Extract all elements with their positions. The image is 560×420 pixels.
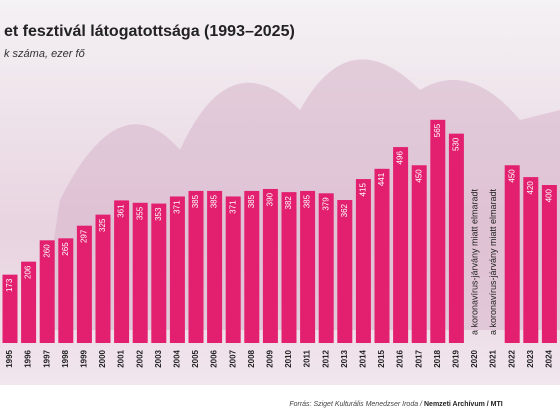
x-tick-label: 1998 bbox=[61, 349, 70, 367]
bar bbox=[188, 190, 204, 343]
bar bbox=[169, 196, 185, 343]
bar bbox=[151, 203, 167, 343]
bar bbox=[132, 202, 148, 343]
x-tick-label: 2005 bbox=[191, 349, 200, 367]
bar bbox=[262, 188, 278, 343]
x-tick-label: 2007 bbox=[228, 349, 237, 367]
value-label: 173 bbox=[5, 278, 14, 292]
x-tick-label: 1999 bbox=[80, 349, 89, 367]
credit: Nemzeti Archívum / MTI bbox=[424, 401, 503, 408]
bar bbox=[2, 274, 18, 343]
value-label: 450 bbox=[507, 169, 516, 183]
value-label: 206 bbox=[24, 265, 33, 279]
bar bbox=[95, 214, 111, 343]
value-label: 297 bbox=[80, 229, 89, 243]
x-tick-label: 2011 bbox=[303, 349, 312, 367]
x-tick-label: 2003 bbox=[154, 349, 163, 367]
bar bbox=[225, 196, 241, 343]
x-tick-label: 2024 bbox=[545, 349, 554, 367]
x-tick-label: 2019 bbox=[452, 349, 461, 367]
x-tick-label: 2000 bbox=[98, 349, 107, 367]
x-tick-label: 2014 bbox=[359, 349, 368, 367]
x-tick-label: 2001 bbox=[117, 349, 126, 367]
value-label: 496 bbox=[396, 151, 405, 165]
bar bbox=[21, 261, 37, 343]
annotation: a koronavírus-járvány miatt elmaradt bbox=[469, 188, 479, 335]
source: Forrás: Sziget Kulturális Menedzser Irod… bbox=[289, 401, 423, 408]
value-label: 385 bbox=[247, 194, 256, 208]
value-label: 565 bbox=[433, 123, 442, 137]
value-label: 353 bbox=[154, 207, 163, 221]
x-tick-label: 2016 bbox=[396, 349, 405, 367]
value-label: 371 bbox=[228, 200, 237, 214]
x-tick-label: 2006 bbox=[210, 349, 219, 367]
value-label: 325 bbox=[98, 218, 107, 232]
bar bbox=[39, 240, 55, 343]
value-label: 450 bbox=[414, 169, 423, 183]
annotation: a koronavírus-járvány miatt elmaradt bbox=[488, 188, 498, 335]
value-label: 385 bbox=[191, 194, 200, 208]
bar bbox=[300, 190, 316, 343]
x-tick-label: 1996 bbox=[24, 349, 33, 367]
x-tick-label: 2020 bbox=[470, 349, 479, 367]
x-tick-label: 1997 bbox=[42, 349, 51, 367]
x-tick-label: 2012 bbox=[321, 349, 330, 367]
x-tick-label: 2015 bbox=[377, 349, 386, 367]
x-tick-label: 2004 bbox=[173, 349, 182, 367]
value-label: 400 bbox=[545, 188, 554, 202]
x-tick-label: 2021 bbox=[489, 349, 498, 367]
bar bbox=[207, 190, 223, 343]
value-label: 361 bbox=[117, 204, 126, 218]
chart-subtitle: k száma, ezer fő bbox=[4, 48, 86, 60]
footer-band bbox=[0, 385, 560, 420]
bar bbox=[244, 190, 260, 343]
bar bbox=[430, 119, 446, 343]
value-label: 382 bbox=[284, 196, 293, 210]
x-tick-label: 2018 bbox=[433, 349, 442, 367]
bar bbox=[541, 185, 557, 343]
bar bbox=[355, 179, 371, 343]
value-label: 390 bbox=[266, 192, 275, 206]
x-tick-label: 2010 bbox=[284, 349, 293, 367]
x-tick-label: 2009 bbox=[266, 349, 275, 367]
value-label: 265 bbox=[61, 242, 70, 256]
bar bbox=[448, 133, 464, 343]
value-label: 385 bbox=[303, 194, 312, 208]
bar bbox=[281, 192, 297, 343]
value-label: 441 bbox=[377, 172, 386, 186]
bar bbox=[504, 165, 520, 343]
x-tick-label: 2017 bbox=[414, 349, 423, 367]
bar bbox=[318, 193, 334, 343]
bar bbox=[58, 238, 74, 343]
value-label: 379 bbox=[321, 197, 330, 211]
value-label: 530 bbox=[452, 137, 461, 151]
x-tick-label: 2022 bbox=[507, 349, 516, 367]
x-tick-label: 2023 bbox=[526, 349, 535, 367]
value-label: 362 bbox=[340, 203, 349, 217]
bar bbox=[411, 165, 427, 343]
value-label: 355 bbox=[135, 206, 144, 220]
x-tick-label: 2002 bbox=[135, 349, 144, 367]
value-label: 260 bbox=[42, 244, 51, 258]
value-label: 385 bbox=[210, 194, 219, 208]
bar bbox=[114, 200, 130, 343]
value-label: 415 bbox=[359, 183, 368, 197]
bar bbox=[374, 168, 390, 343]
x-tick-label: 1995 bbox=[5, 349, 14, 367]
bar bbox=[523, 177, 539, 343]
x-tick-label: 2008 bbox=[247, 349, 256, 367]
bar bbox=[76, 225, 92, 343]
chart-title: et fesztivál látogatottsága (1993–2025) bbox=[4, 23, 295, 40]
x-tick-label: 2013 bbox=[340, 349, 349, 367]
bar bbox=[337, 200, 353, 343]
value-label: 371 bbox=[173, 200, 182, 214]
value-label: 420 bbox=[526, 181, 535, 195]
bar bbox=[393, 147, 409, 343]
